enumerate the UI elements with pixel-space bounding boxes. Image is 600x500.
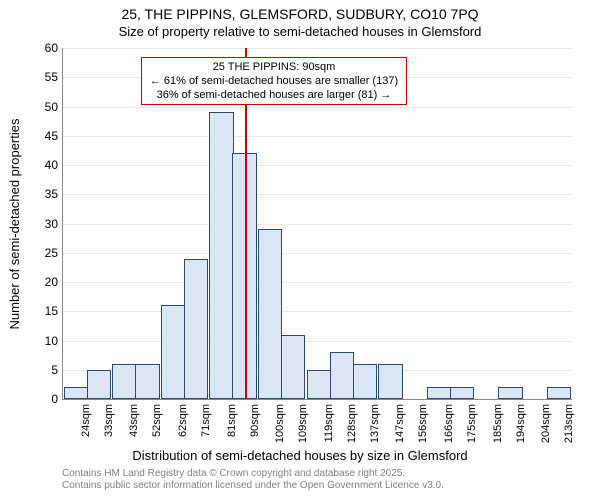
annotation-line2: ← 61% of semi-detached houses are smalle… (146, 74, 402, 88)
y-tick-label: 35 (28, 187, 58, 201)
gridline (63, 136, 572, 137)
gridline (63, 341, 572, 342)
histogram-bar (135, 364, 159, 399)
y-tick-label: 25 (28, 246, 58, 260)
histogram-bar (258, 229, 282, 399)
y-tick-label: 60 (28, 41, 58, 55)
histogram-bar (378, 364, 402, 399)
plot-area: 25 THE PIPPINS: 90sqm← 61% of semi-detac… (62, 48, 572, 400)
x-tick-label: 185sqm (492, 404, 504, 454)
y-tick-label: 0 (28, 392, 58, 406)
annotation-line1: 25 THE PIPPINS: 90sqm (146, 60, 402, 74)
x-tick-label: 81sqm (226, 404, 238, 454)
histogram-bar (547, 387, 571, 399)
histogram-chart: 25, THE PIPPINS, GLEMSFORD, SUDBURY, CO1… (0, 0, 600, 500)
annotation-box: 25 THE PIPPINS: 90sqm← 61% of semi-detac… (141, 57, 407, 105)
footer-attribution: Contains HM Land Registry data © Crown c… (62, 468, 444, 492)
x-tick-label: 156sqm (417, 404, 429, 454)
x-tick-label: 71sqm (200, 404, 212, 454)
gridline (63, 165, 572, 166)
x-tick-label: 175sqm (466, 404, 478, 454)
gridline (63, 224, 572, 225)
y-tick-label: 30 (28, 217, 58, 231)
gridline (63, 311, 572, 312)
x-tick-label: 100sqm (274, 404, 286, 454)
histogram-bar (353, 364, 377, 399)
x-tick-label: 90sqm (249, 404, 261, 454)
gridline (63, 48, 572, 49)
histogram-bar (427, 387, 451, 399)
y-tick-label: 10 (28, 334, 58, 348)
x-tick-label: 24sqm (80, 404, 92, 454)
gridline (63, 107, 572, 108)
y-tick-label: 45 (28, 129, 58, 143)
histogram-bar (450, 387, 474, 399)
x-tick-label: 194sqm (515, 404, 527, 454)
x-tick-label: 147sqm (394, 404, 406, 454)
y-tick-label: 40 (28, 158, 58, 172)
y-tick-label: 5 (28, 363, 58, 377)
histogram-bar (184, 259, 208, 399)
x-tick-label: 137sqm (369, 404, 381, 454)
x-tick-label: 166sqm (443, 404, 455, 454)
chart-title-line2: Size of property relative to semi-detach… (0, 24, 600, 39)
x-tick-label: 119sqm (323, 404, 335, 454)
y-tick-label: 20 (28, 275, 58, 289)
histogram-bar (112, 364, 136, 399)
histogram-bar (64, 387, 88, 399)
histogram-bar (87, 370, 111, 399)
x-tick-label: 33sqm (103, 404, 115, 454)
x-tick-label: 43sqm (128, 404, 140, 454)
gridline (63, 253, 572, 254)
histogram-bar (209, 112, 233, 399)
x-tick-label: 52sqm (151, 404, 163, 454)
x-tick-label: 109sqm (297, 404, 309, 454)
y-tick-label: 15 (28, 304, 58, 318)
histogram-bar (330, 352, 354, 399)
annotation-line3: 36% of semi-detached houses are larger (… (146, 88, 402, 102)
x-tick-label: 213sqm (563, 404, 575, 454)
histogram-bar (161, 305, 185, 399)
y-tick-label: 55 (28, 70, 58, 84)
histogram-bar (281, 335, 305, 399)
y-axis-label: Number of semi-detached properties (7, 13, 22, 224)
gridline (63, 282, 572, 283)
footer-line1: Contains HM Land Registry data © Crown c… (62, 468, 444, 480)
histogram-bar (498, 387, 522, 399)
x-tick-label: 62sqm (177, 404, 189, 454)
y-tick-label: 50 (28, 100, 58, 114)
gridline (63, 194, 572, 195)
histogram-bar (307, 370, 331, 399)
chart-title-line1: 25, THE PIPPINS, GLEMSFORD, SUDBURY, CO1… (0, 6, 600, 22)
footer-line2: Contains public sector information licen… (62, 480, 444, 492)
x-tick-label: 204sqm (540, 404, 552, 454)
x-tick-label: 128sqm (346, 404, 358, 454)
